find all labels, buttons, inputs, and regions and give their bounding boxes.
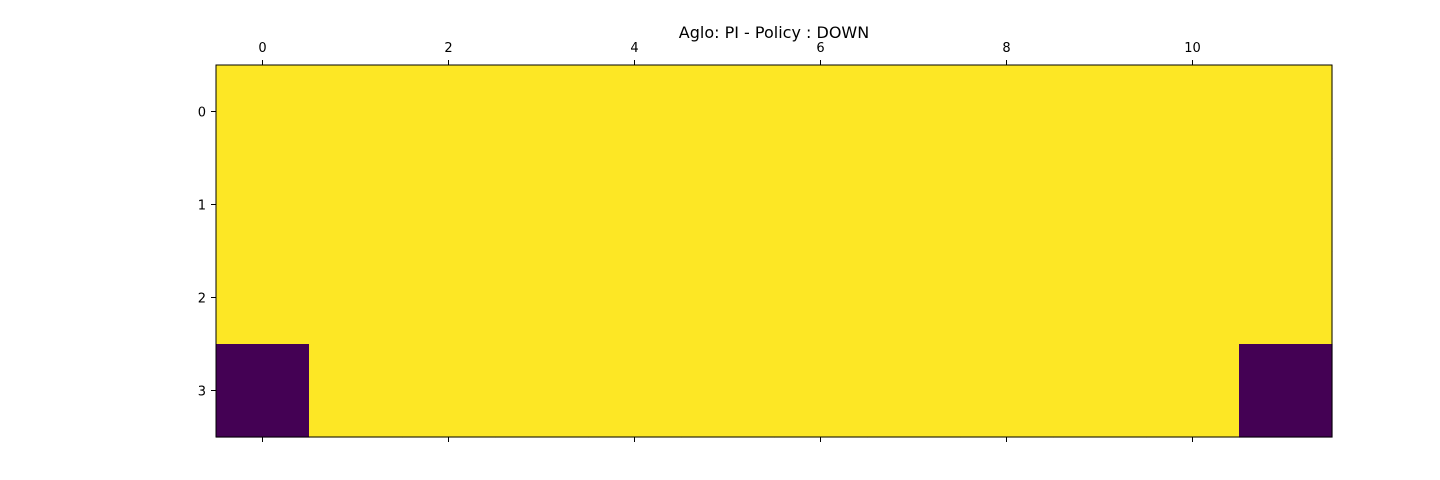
heatmap-cell <box>1239 251 1333 345</box>
heatmap-cell <box>774 158 868 252</box>
heatmap-cell <box>309 251 403 345</box>
y-tick-label: 2 <box>198 292 206 307</box>
heatmap-cell <box>588 251 682 345</box>
heatmap-cell <box>1239 158 1333 252</box>
heatmap-cell <box>774 344 868 438</box>
x-tick-label: 6 <box>816 41 824 56</box>
heatmap-cell <box>681 65 775 159</box>
x-tick-label: 2 <box>444 41 452 56</box>
heatmap-cell <box>1239 65 1333 159</box>
heatmap-cell <box>1053 65 1147 159</box>
x-tick-label: 8 <box>1002 41 1010 56</box>
heatmap-cell <box>960 344 1054 438</box>
heatmap-cell <box>216 65 310 159</box>
heatmap-cell <box>495 344 589 438</box>
heatmap-cell <box>774 65 868 159</box>
heatmap-cell <box>495 251 589 345</box>
y-tick-label: 1 <box>198 199 206 214</box>
chart-title: Aglo: PI - Policy : DOWN <box>679 23 869 42</box>
heatmap-cell <box>681 158 775 252</box>
heatmap-cell <box>1146 158 1240 252</box>
heatmap-cell <box>867 158 961 252</box>
heatmap-cell <box>495 65 589 159</box>
heatmap-cell <box>1053 251 1147 345</box>
heatmap-cell <box>774 251 868 345</box>
heatmap-cell <box>867 65 961 159</box>
heatmap-cell <box>216 344 310 438</box>
heatmap-cell <box>1146 251 1240 345</box>
heatmap-cell <box>588 344 682 438</box>
heatmap-cell <box>588 158 682 252</box>
heatmap-cell <box>1146 344 1240 438</box>
x-axis-top: 0 2 4 6 8 10 <box>258 41 1201 442</box>
x-tick-label: 4 <box>630 41 638 56</box>
y-tick-label: 0 <box>198 106 206 121</box>
heatmap-cell <box>588 65 682 159</box>
heatmap-cell <box>309 344 403 438</box>
heatmap-cell <box>1053 158 1147 252</box>
x-tick-label: 10 <box>1184 41 1201 56</box>
heatmap-cell <box>402 344 496 438</box>
x-tick-label: 0 <box>258 41 266 56</box>
heatmap-cell <box>867 251 961 345</box>
heatmap-cell <box>309 158 403 252</box>
heatmap-cell <box>216 251 310 345</box>
heatmap-cell <box>1239 344 1333 438</box>
heatmap-cell <box>681 251 775 345</box>
heatmap-cell <box>402 65 496 159</box>
heatmap-cells <box>216 65 1333 438</box>
y-tick-label: 3 <box>198 385 206 400</box>
heatmap-cell <box>402 251 496 345</box>
heatmap-cell <box>960 65 1054 159</box>
plot-frame <box>215 64 1333 438</box>
heatmap-cell <box>960 158 1054 252</box>
y-axis-left: 0 1 2 3 <box>198 106 216 400</box>
heatmap-cell <box>867 344 961 438</box>
heatmap-cell <box>1146 65 1240 159</box>
heatmap-cell <box>309 65 403 159</box>
heatmap-cell <box>402 158 496 252</box>
heatmap-cell <box>681 344 775 438</box>
heatmap-cell <box>960 251 1054 345</box>
heatmap-cell <box>1053 344 1147 438</box>
heatmap-cell <box>495 158 589 252</box>
heatmap-cell <box>216 158 310 252</box>
